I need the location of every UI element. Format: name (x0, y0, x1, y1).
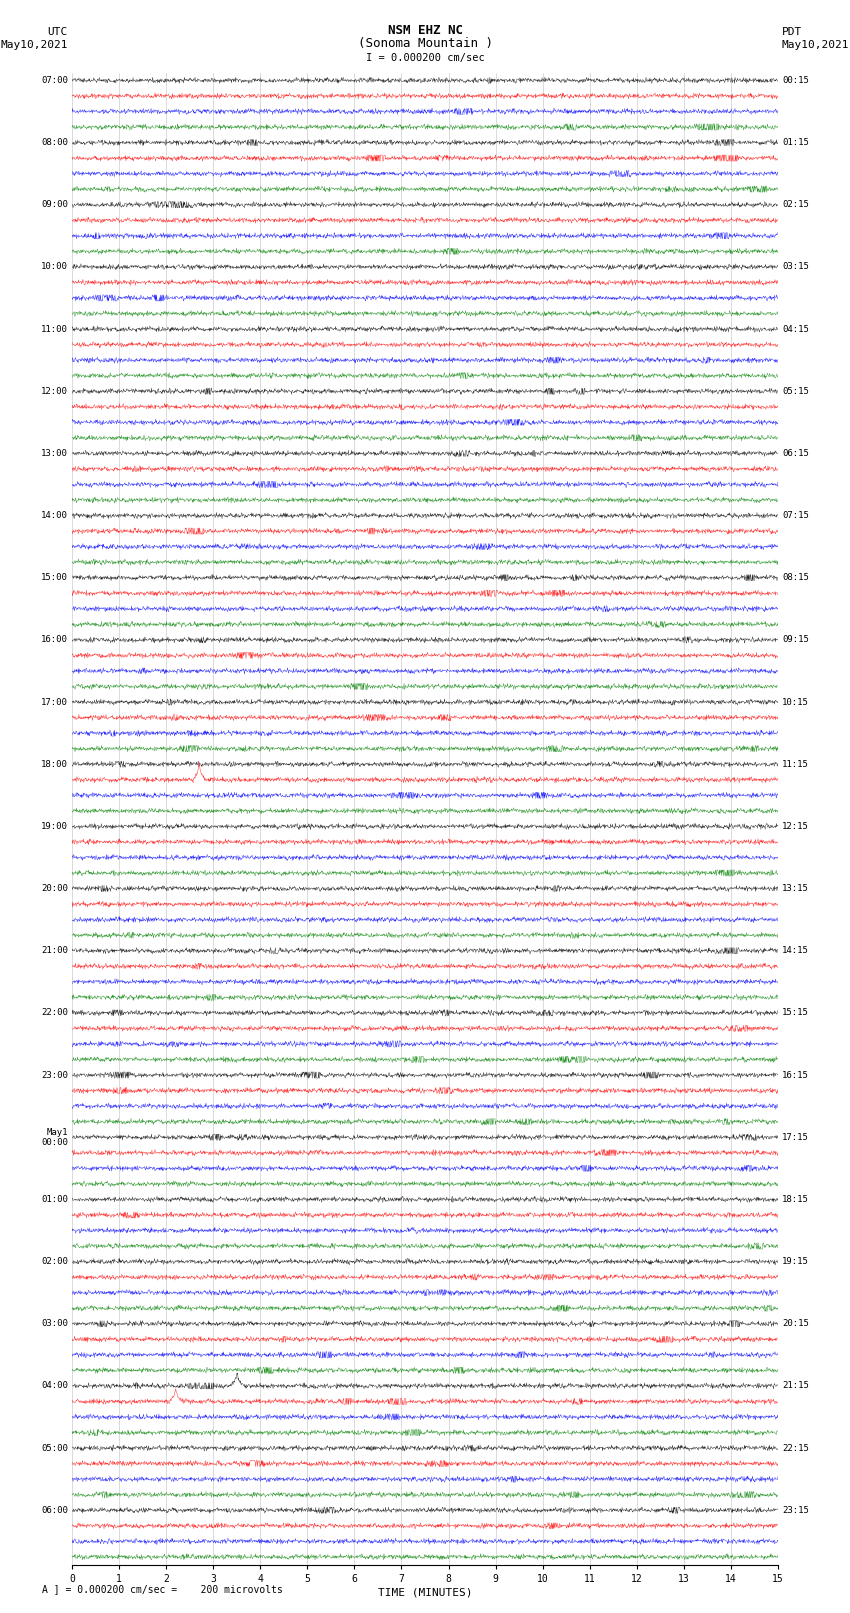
Text: 20:00: 20:00 (41, 884, 68, 894)
Text: 00:00: 00:00 (41, 1137, 68, 1147)
Text: 05:15: 05:15 (782, 387, 809, 395)
Text: 14:00: 14:00 (41, 511, 68, 519)
Text: 03:00: 03:00 (41, 1319, 68, 1327)
Text: 06:00: 06:00 (41, 1505, 68, 1515)
Text: 00:15: 00:15 (782, 76, 809, 85)
X-axis label: TIME (MINUTES): TIME (MINUTES) (377, 1587, 473, 1598)
Text: 18:00: 18:00 (41, 760, 68, 769)
Text: 08:00: 08:00 (41, 139, 68, 147)
Text: 01:00: 01:00 (41, 1195, 68, 1203)
Text: 04:00: 04:00 (41, 1381, 68, 1390)
Text: 01:15: 01:15 (782, 139, 809, 147)
Text: 11:00: 11:00 (41, 324, 68, 334)
Text: 20:15: 20:15 (782, 1319, 809, 1327)
Text: 18:15: 18:15 (782, 1195, 809, 1203)
Text: 13:15: 13:15 (782, 884, 809, 894)
Text: 19:00: 19:00 (41, 823, 68, 831)
Text: 08:15: 08:15 (782, 573, 809, 582)
Text: 12:15: 12:15 (782, 823, 809, 831)
Text: 22:15: 22:15 (782, 1444, 809, 1453)
Text: (Sonoma Mountain ): (Sonoma Mountain ) (358, 37, 492, 50)
Text: 19:15: 19:15 (782, 1257, 809, 1266)
Text: 22:00: 22:00 (41, 1008, 68, 1018)
Text: 21:15: 21:15 (782, 1381, 809, 1390)
Text: 05:00: 05:00 (41, 1444, 68, 1453)
Text: 04:15: 04:15 (782, 324, 809, 334)
Text: 02:15: 02:15 (782, 200, 809, 210)
Text: PDT: PDT (782, 27, 802, 37)
Text: 02:00: 02:00 (41, 1257, 68, 1266)
Text: 15:00: 15:00 (41, 573, 68, 582)
Text: May10,2021: May10,2021 (1, 40, 68, 50)
Text: 17:00: 17:00 (41, 697, 68, 706)
Text: I = 0.000200 cm/sec: I = 0.000200 cm/sec (366, 53, 484, 63)
Text: May10,2021: May10,2021 (782, 40, 849, 50)
Text: May1: May1 (47, 1127, 68, 1137)
Text: 07:15: 07:15 (782, 511, 809, 519)
Text: 14:15: 14:15 (782, 947, 809, 955)
Text: 17:15: 17:15 (782, 1132, 809, 1142)
Text: 16:15: 16:15 (782, 1071, 809, 1079)
Text: 23:15: 23:15 (782, 1505, 809, 1515)
Text: 06:15: 06:15 (782, 448, 809, 458)
Text: 16:00: 16:00 (41, 636, 68, 644)
Text: 07:00: 07:00 (41, 76, 68, 85)
Text: NSM EHZ NC: NSM EHZ NC (388, 24, 462, 37)
Text: A ] = 0.000200 cm/sec =    200 microvolts: A ] = 0.000200 cm/sec = 200 microvolts (42, 1584, 283, 1594)
Text: 10:15: 10:15 (782, 697, 809, 706)
Text: 21:00: 21:00 (41, 947, 68, 955)
Text: 09:15: 09:15 (782, 636, 809, 644)
Text: 09:00: 09:00 (41, 200, 68, 210)
Text: 23:00: 23:00 (41, 1071, 68, 1079)
Text: 12:00: 12:00 (41, 387, 68, 395)
Text: 13:00: 13:00 (41, 448, 68, 458)
Text: 11:15: 11:15 (782, 760, 809, 769)
Text: 03:15: 03:15 (782, 263, 809, 271)
Text: 10:00: 10:00 (41, 263, 68, 271)
Text: 15:15: 15:15 (782, 1008, 809, 1018)
Text: UTC: UTC (48, 27, 68, 37)
